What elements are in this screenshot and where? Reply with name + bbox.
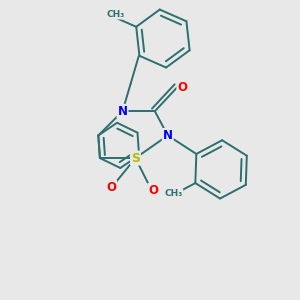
Text: N: N bbox=[163, 129, 173, 142]
Text: S: S bbox=[131, 152, 140, 165]
Text: O: O bbox=[106, 181, 116, 194]
Text: O: O bbox=[177, 80, 187, 94]
Text: O: O bbox=[148, 184, 158, 197]
Text: CH₃: CH₃ bbox=[164, 189, 182, 198]
Text: N: N bbox=[118, 105, 128, 118]
Text: CH₃: CH₃ bbox=[106, 10, 124, 19]
